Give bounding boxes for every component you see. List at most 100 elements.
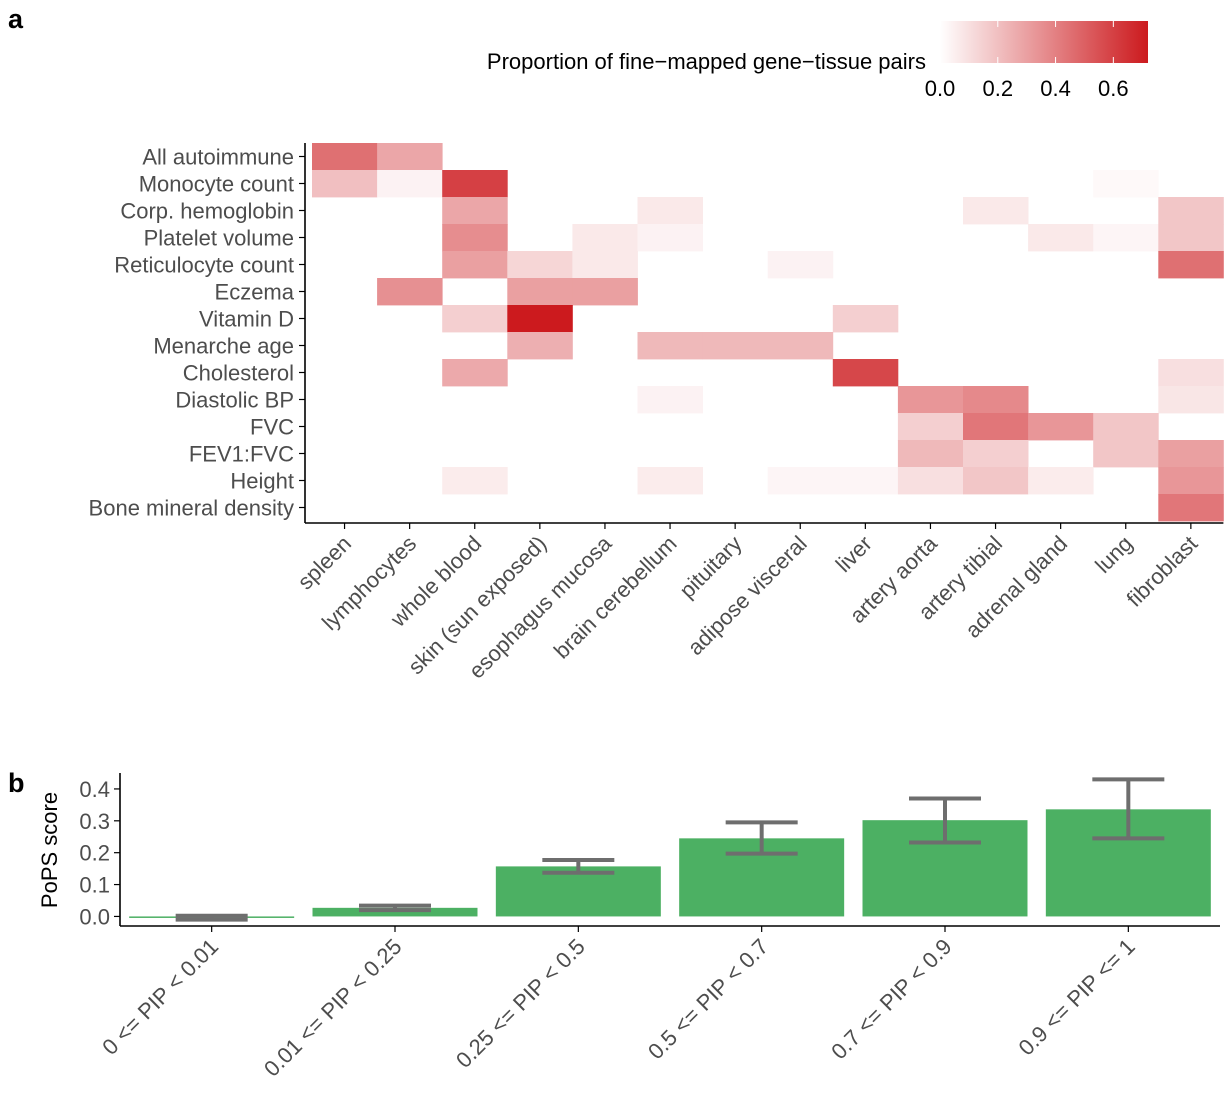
x-tick-label: liver bbox=[831, 531, 877, 577]
heatmap-cell bbox=[832, 359, 899, 387]
heatmap-cell bbox=[1158, 224, 1224, 252]
heatmap-cell bbox=[572, 278, 638, 306]
heatmap-cell bbox=[572, 224, 638, 252]
y-tick-label: Height bbox=[230, 469, 294, 494]
heatmap-cell bbox=[442, 224, 508, 252]
heatmap-panel: Proportion of fine−mapped gene−tissue pa… bbox=[89, 21, 1224, 683]
y-tick-label: Platelet volume bbox=[144, 226, 294, 251]
heatmap-cell bbox=[767, 332, 834, 360]
heatmap-cell bbox=[1158, 251, 1224, 279]
color-legend: Proportion of fine−mapped gene−tissue pa… bbox=[487, 21, 1148, 101]
heatmap-cell bbox=[767, 467, 834, 495]
heatmap-cell bbox=[442, 359, 508, 387]
legend-tick-label: 0.0 bbox=[925, 76, 956, 101]
heatmap-cell bbox=[1158, 467, 1224, 495]
legend-tick-label: 0.2 bbox=[982, 76, 1013, 101]
heatmap-cell bbox=[832, 467, 899, 495]
heatmap-cell bbox=[377, 170, 443, 198]
legend-title: Proportion of fine−mapped gene−tissue pa… bbox=[487, 49, 926, 74]
heatmap-cell bbox=[963, 413, 1029, 441]
x-tick-label: lung bbox=[1090, 531, 1137, 578]
x-tick-label: 0.25 <= PIP < 0.5 bbox=[451, 934, 590, 1073]
heatmap-cell bbox=[897, 440, 964, 468]
heatmap-cell bbox=[572, 251, 638, 279]
legend-tick-label: 0.4 bbox=[1040, 76, 1071, 101]
y-tick-label: Diastolic BP bbox=[175, 388, 294, 413]
heatmap-cell bbox=[1028, 413, 1094, 441]
heatmap-cell bbox=[1093, 413, 1159, 441]
heatmap-cell bbox=[507, 305, 573, 333]
heatmap-cell bbox=[767, 251, 834, 279]
y-tick-label: Monocyte count bbox=[139, 172, 294, 197]
heatmap-cell bbox=[1093, 224, 1159, 252]
heatmap-cell bbox=[1158, 494, 1224, 522]
heatmap-cell bbox=[1158, 359, 1224, 387]
heatmap-cell bbox=[637, 386, 703, 414]
heatmap-cell bbox=[963, 386, 1029, 414]
heatmap-cell bbox=[897, 386, 964, 414]
bar bbox=[312, 907, 478, 917]
heatmap-cell bbox=[312, 143, 378, 171]
y-tick-label: Reticulocyte count bbox=[114, 253, 294, 278]
y-tick-label: Bone mineral density bbox=[89, 496, 294, 521]
heatmap-cell bbox=[442, 170, 508, 198]
heatmap-cell bbox=[963, 197, 1029, 225]
heatmap-cell bbox=[832, 305, 899, 333]
heatmap-cell bbox=[1028, 224, 1094, 252]
y-tick-label: Corp. hemoglobin bbox=[120, 199, 294, 224]
heatmap-cell bbox=[897, 467, 964, 495]
legend-colorbar bbox=[940, 21, 1148, 63]
y-tick-label: All autoimmune bbox=[142, 145, 294, 170]
x-tick-label: 0 <= PIP < 0.01 bbox=[97, 934, 223, 1060]
legend-tick-label: 0.6 bbox=[1098, 76, 1129, 101]
heatmap-cell bbox=[897, 413, 964, 441]
x-tick-label: spleen bbox=[293, 531, 357, 595]
heatmap-cell bbox=[312, 170, 378, 198]
y-axis-label: PoPS score bbox=[37, 792, 62, 908]
heatmap-cell bbox=[1158, 197, 1224, 225]
y-tick-label: FEV1:FVC bbox=[189, 442, 294, 467]
heatmap-cell bbox=[442, 197, 508, 225]
heatmap-cell bbox=[442, 251, 508, 279]
heatmap-cell bbox=[377, 143, 443, 171]
x-tick-label: adipose visceral bbox=[683, 531, 812, 660]
panel-label-b: b bbox=[8, 768, 25, 798]
y-tick-label: 0.4 bbox=[79, 777, 110, 802]
y-tick-label: 0.0 bbox=[79, 904, 110, 929]
y-tick-label: 0.3 bbox=[79, 809, 110, 834]
y-tick-label: FVC bbox=[250, 415, 294, 440]
x-tick-label: 0.01 <= PIP < 0.25 bbox=[259, 934, 407, 1082]
x-tick-label: 0.5 <= PIP < 0.7 bbox=[643, 934, 773, 1064]
y-tick-label: 0.2 bbox=[79, 841, 110, 866]
heatmap-cell bbox=[507, 278, 573, 306]
y-tick-label: Cholesterol bbox=[183, 361, 294, 386]
heatmap-cell bbox=[507, 332, 573, 360]
heatmap-cell bbox=[702, 332, 769, 360]
x-tick-label: 0.7 <= PIP < 0.9 bbox=[826, 934, 956, 1064]
heatmap-cell bbox=[637, 332, 703, 360]
heatmap-cell bbox=[963, 467, 1029, 495]
x-tick-label: 0.9 <= PIP <= 1 bbox=[1013, 934, 1139, 1060]
heatmap-cell bbox=[963, 440, 1029, 468]
heatmap-cell bbox=[637, 224, 703, 252]
panel-label-a: a bbox=[8, 4, 24, 34]
heatmap-cell bbox=[507, 251, 573, 279]
x-tick-label: brain cerebellum bbox=[549, 531, 682, 664]
heatmap-cell bbox=[637, 197, 703, 225]
y-tick-label: 0.1 bbox=[79, 873, 110, 898]
heatmap-cell bbox=[1028, 467, 1094, 495]
y-tick-label: Menarche age bbox=[153, 334, 294, 359]
heatmap-cell bbox=[377, 278, 443, 306]
y-tick-label: Eczema bbox=[215, 280, 295, 305]
heatmap-cell bbox=[1158, 386, 1224, 414]
heatmap-cell bbox=[637, 467, 703, 495]
x-tick-label: fibroblast bbox=[1122, 531, 1203, 612]
heatmap-cell bbox=[1093, 440, 1159, 468]
heatmap-cell bbox=[1093, 170, 1159, 198]
heatmap-cell bbox=[1158, 440, 1224, 468]
heatmap-cell bbox=[442, 305, 508, 333]
y-tick-label: Vitamin D bbox=[199, 307, 294, 332]
heatmap-cell bbox=[442, 467, 508, 495]
bar-chart-panel: PoPS score 0.0 0.1 0.2 0.3 0.4 0 <= PIP < 0.… bbox=[37, 773, 1220, 1081]
